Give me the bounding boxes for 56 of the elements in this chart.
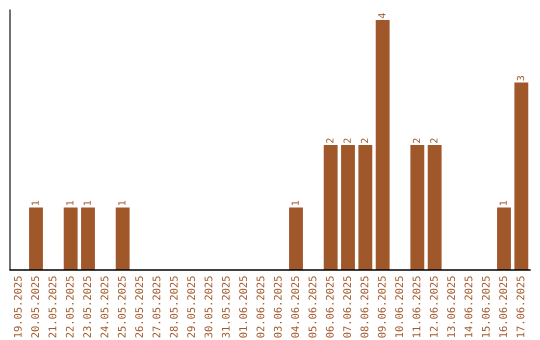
bar (428, 145, 442, 270)
data-label: 1 (66, 200, 74, 205)
bar (497, 208, 511, 270)
x-tick-label: 23.05.2025 (83, 276, 92, 338)
x-tick-label: 24.05.2025 (100, 276, 108, 338)
x-tick-label: 13.06.2025 (447, 276, 456, 338)
bar (64, 208, 78, 270)
data-label: 2 (412, 138, 420, 143)
x-tick-label: 19.05.2025 (14, 276, 22, 338)
x-tick-label: 16.06.2025 (499, 276, 508, 338)
x-tick-label: 01.06.2025 (239, 276, 248, 338)
x-tick-label: 21.05.2025 (48, 276, 56, 338)
x-tick-label: 31.05.2025 (222, 276, 230, 338)
x-tick-label: 28.05.2025 (170, 276, 178, 338)
data-label: 1 (32, 200, 39, 205)
bar (358, 145, 372, 270)
x-tick-label: 22.05.2025 (66, 276, 74, 338)
bar (29, 208, 43, 270)
x-tick-label: 09.06.2025 (378, 276, 386, 338)
bar (289, 208, 303, 270)
bar (410, 145, 424, 270)
data-label: 2 (430, 138, 438, 143)
x-tick-label: 02.06.2025 (256, 276, 264, 338)
data-label: 2 (326, 138, 334, 143)
data-label: 2 (343, 138, 351, 143)
data-label: 1 (500, 200, 507, 205)
data-label: 1 (292, 200, 299, 205)
data-label: 4 (378, 13, 386, 18)
x-tick-label: 15.06.2025 (482, 276, 490, 338)
x-tick-label: 29.05.2025 (187, 276, 196, 338)
x-tick-label: 04.06.2025 (291, 276, 300, 338)
bar (116, 208, 130, 270)
data-label: 1 (118, 200, 126, 205)
x-tick-label: 07.06.2025 (343, 276, 352, 338)
x-tick-label: 06.06.2025 (326, 276, 334, 338)
x-tick-label: 10.06.2025 (395, 276, 404, 338)
bar (341, 145, 355, 270)
bar (514, 82, 528, 270)
bar (324, 145, 338, 270)
x-tick-label: 17.06.2025 (516, 276, 524, 338)
x-tick-label: 27.05.2025 (152, 276, 160, 338)
x-tick-label: 11.06.2025 (412, 276, 420, 338)
x-tick-label: 12.06.2025 (430, 276, 438, 338)
data-label: 1 (84, 200, 91, 205)
bar (376, 20, 390, 270)
bar (81, 208, 95, 270)
x-tick-label: 26.05.2025 (135, 276, 144, 338)
x-tick-label: 20.05.2025 (31, 276, 40, 338)
x-tick-label: 30.05.2025 (204, 276, 212, 338)
x-tick-label: 03.06.2025 (274, 276, 282, 338)
x-tick-label: 08.06.2025 (360, 276, 368, 338)
data-label: 3 (516, 76, 524, 80)
x-tick-label: 25.05.2025 (118, 276, 126, 338)
x-tick-label: 05.06.2025 (308, 276, 316, 338)
x-tick-label: 14.06.2025 (464, 276, 472, 338)
data-label: 2 (360, 138, 368, 143)
